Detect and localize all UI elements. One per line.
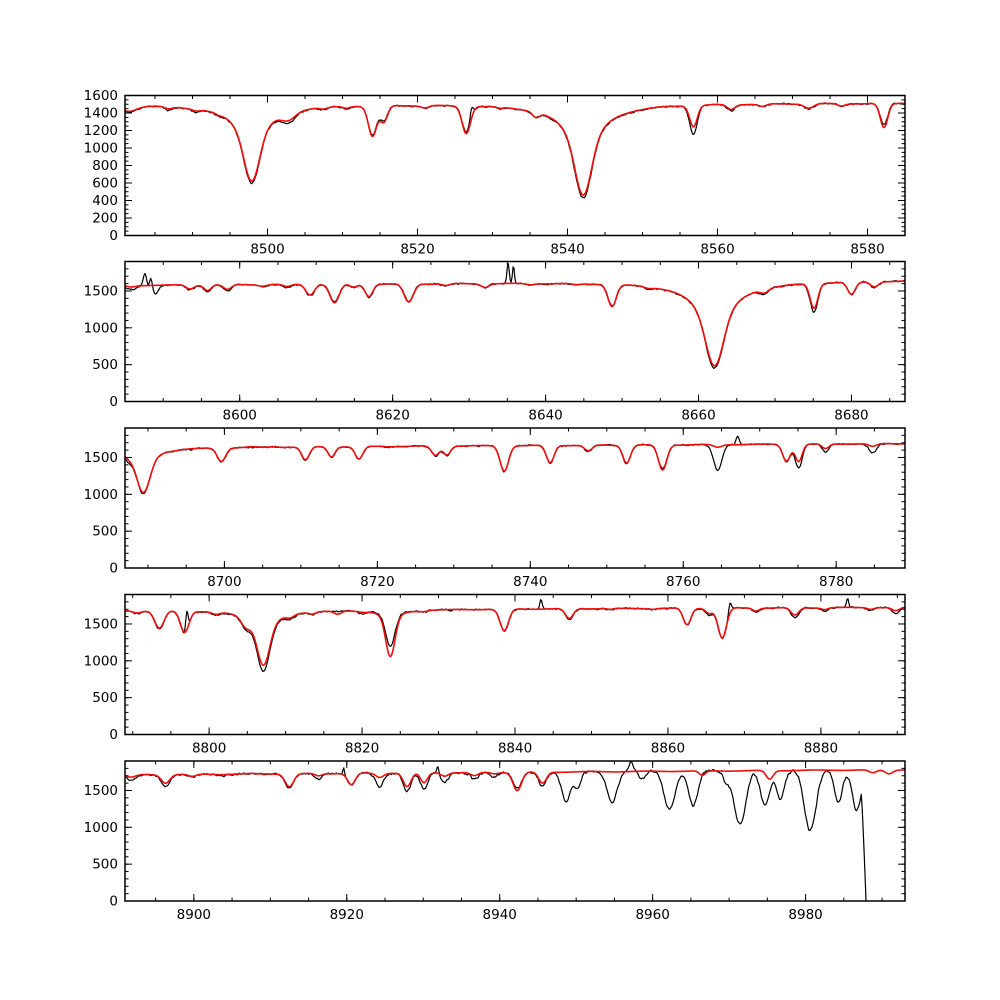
- panel-border: [124, 593, 906, 736]
- y-tick-label: 0: [109, 394, 118, 410]
- x-tick-label: 8640: [528, 408, 562, 424]
- model-fit-line: [125, 769, 905, 792]
- y-tick-label: 400: [92, 193, 118, 209]
- spectrum-panel-5: 8900 8920 8940 8960 8980 0 500 1000 1500: [84, 760, 906, 923]
- y-tick-label: 1000: [84, 820, 118, 836]
- x-tick-label: 8680: [834, 408, 868, 424]
- x-tick-label: 8660: [681, 408, 715, 424]
- x-tick-label: 8720: [360, 574, 394, 590]
- x-tick-label: 8560: [700, 242, 734, 258]
- y-tick-label: 1500: [84, 283, 118, 299]
- y-tick-label: 500: [92, 857, 118, 873]
- y-tick-label: 0: [109, 727, 118, 743]
- x-tick-label: 8880: [804, 741, 838, 757]
- observed-spectrum-line: [125, 435, 905, 495]
- x-tick-label: 8940: [483, 907, 517, 923]
- x-tick-label: 8860: [651, 741, 685, 757]
- y-tick-label: 0: [109, 228, 118, 244]
- y-tick-label: 600: [92, 176, 118, 192]
- y-tick-label: 1000: [84, 320, 118, 336]
- y-tick-label: 1500: [84, 783, 118, 799]
- model-fit-line: [125, 442, 905, 494]
- x-tick-label: 8740: [513, 574, 547, 590]
- x-tick-label: 8600: [223, 408, 257, 424]
- x-tick-label: 8780: [819, 574, 853, 590]
- y-tick-label: 1600: [84, 88, 118, 104]
- model-fit-line: [125, 102, 905, 196]
- x-tick-label: 8920: [330, 907, 364, 923]
- spectrum-panel-4: 8800 8820 8840 8860 8880 0 500 1000 1500: [84, 593, 906, 757]
- y-tick-label: 0: [109, 894, 118, 910]
- model-fit-line: [125, 280, 905, 367]
- y-tick-label: 500: [92, 357, 118, 373]
- x-tick-label: 8700: [207, 574, 241, 590]
- panel-border: [124, 427, 906, 569]
- x-tick-label: 8580: [850, 242, 884, 258]
- y-tick-label: 1400: [84, 106, 118, 122]
- y-tick-label: 500: [92, 524, 118, 540]
- axes: [124, 94, 906, 237]
- x-tick-label: 8540: [550, 242, 584, 258]
- x-tick-label: 8620: [375, 408, 409, 424]
- x-tick-label: 8500: [250, 242, 284, 258]
- axes: [124, 260, 906, 403]
- spectrum-panel-3: 8700 8720 8740 8760 8780 0 500 1000 1500: [84, 427, 906, 590]
- observed-spectrum-line: [125, 761, 867, 901]
- y-tick-label: 1500: [84, 450, 118, 466]
- x-tick-label: 8900: [177, 907, 211, 923]
- axes: [124, 427, 906, 569]
- x-tick-label: 8760: [666, 574, 700, 590]
- y-tick-label: 800: [92, 158, 118, 174]
- model-fit-line: [125, 606, 905, 666]
- axes: [124, 593, 906, 736]
- x-tick-label: 8820: [345, 741, 379, 757]
- y-tick-label: 1500: [84, 616, 118, 632]
- y-tick-label: 1000: [84, 141, 118, 157]
- x-tick-label: 8800: [192, 741, 226, 757]
- y-tick-label: 500: [92, 690, 118, 706]
- x-tick-label: 8520: [400, 242, 434, 258]
- y-tick-label: 0: [109, 561, 118, 577]
- y-tick-label: 1200: [84, 123, 118, 139]
- x-tick-label: 8980: [788, 907, 822, 923]
- observed-spectrum-line: [125, 263, 905, 369]
- y-tick-label: 1000: [84, 653, 118, 669]
- panel-border: [124, 260, 906, 403]
- y-tick-label: 1000: [84, 487, 118, 503]
- panel-border: [124, 760, 906, 902]
- axes: [124, 760, 906, 902]
- spectrum-panel-2: 8600 8620 8640 8660 8680 0 500 1000 1500: [84, 260, 906, 424]
- panel-border: [124, 94, 906, 237]
- x-tick-label: 8840: [498, 741, 532, 757]
- y-tick-label: 200: [92, 211, 118, 227]
- x-tick-label: 8960: [635, 907, 669, 923]
